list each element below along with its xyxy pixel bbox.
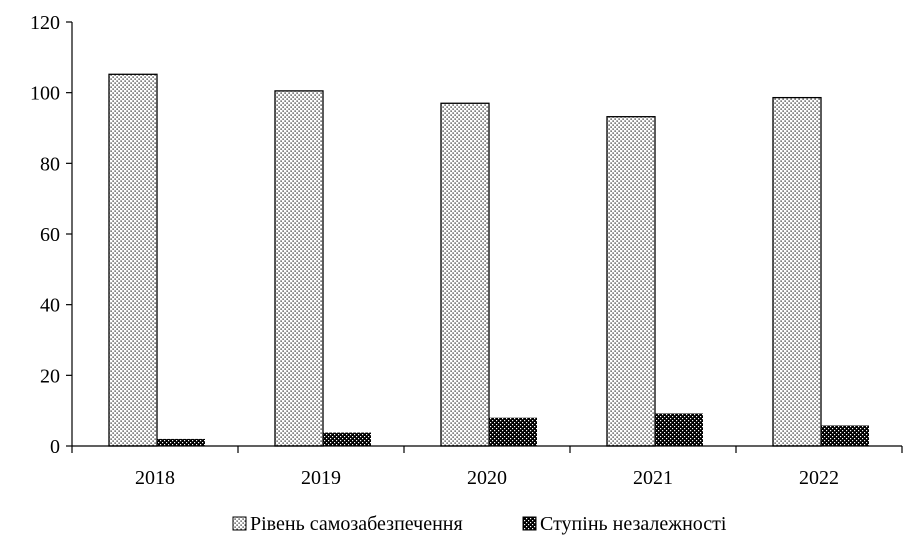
y-tick-label: 0	[50, 436, 60, 458]
bar-independence	[655, 413, 703, 446]
x-tick-label: 2022	[799, 467, 839, 489]
legend-label: Ступінь незалежності	[540, 513, 727, 535]
y-tick-label: 80	[40, 153, 60, 175]
y-tick-label: 40	[40, 295, 60, 317]
y-tick-label: 120	[30, 12, 60, 34]
y-tick-label: 60	[40, 224, 60, 246]
bar-self-sufficiency	[772, 96, 822, 447]
x-tick-label: 2021	[633, 467, 673, 489]
x-tick-label: 2018	[135, 467, 175, 489]
y-tick-label: 100	[30, 83, 60, 105]
x-tick-label: 2019	[301, 467, 341, 489]
bar-self-sufficiency	[606, 116, 656, 447]
bar-self-sufficiency	[274, 90, 324, 447]
legend-swatch	[232, 516, 247, 531]
y-tick-label: 20	[40, 365, 60, 387]
bar-self-sufficiency	[108, 73, 158, 447]
bar-independence	[821, 425, 869, 446]
legend-label: Рівень самозабезпечення	[250, 513, 463, 535]
bar-independence	[157, 438, 205, 446]
bar-self-sufficiency	[440, 102, 490, 447]
legend-swatch	[522, 516, 537, 531]
x-axis-ticks: 2018 2019 2020 2021 2022	[71, 446, 903, 489]
bar-independence	[489, 417, 537, 446]
legend-item-independence: Ступінь незалежності	[522, 513, 727, 535]
legend-item-self-sufficiency: Рівень самозабезпечення	[232, 513, 463, 535]
x-tick-label: 2020	[467, 467, 507, 489]
bars	[108, 73, 869, 447]
bar-independence	[323, 432, 371, 446]
y-axis-ticks: 0 20 40 60 80 100 120	[30, 12, 72, 458]
legend: Рівень самозабезпечення Ступінь незалежно…	[232, 513, 727, 535]
